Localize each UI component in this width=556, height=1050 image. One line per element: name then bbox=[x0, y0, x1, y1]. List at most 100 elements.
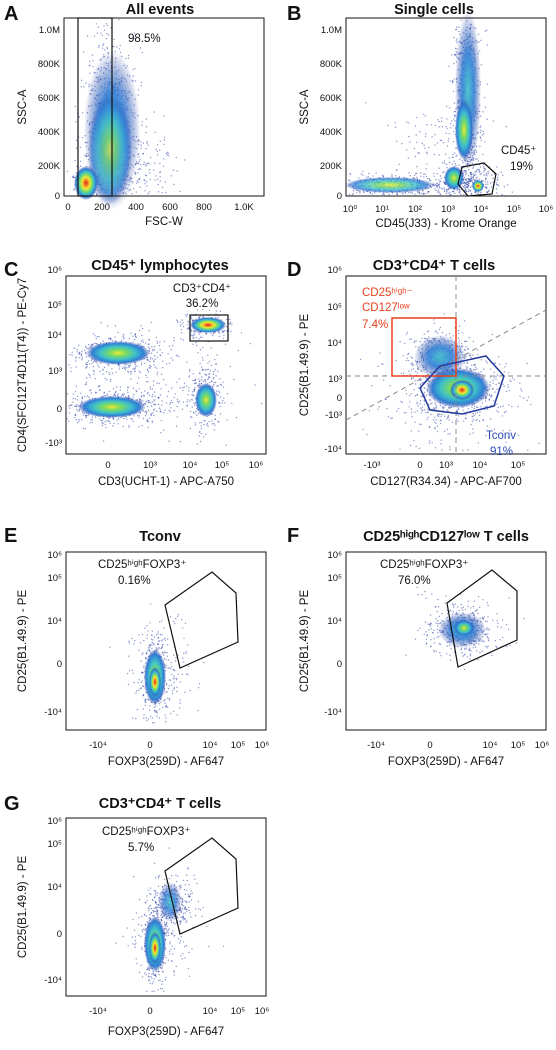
event-dot bbox=[445, 126, 447, 128]
event-dot bbox=[214, 414, 216, 416]
event-dot bbox=[451, 163, 453, 165]
event-dot bbox=[421, 142, 423, 145]
event-dot bbox=[436, 183, 438, 185]
event-dot bbox=[415, 370, 417, 373]
event-dot bbox=[103, 391, 106, 394]
event-dot bbox=[204, 380, 206, 382]
event-dot bbox=[177, 321, 179, 324]
event-dot bbox=[200, 366, 203, 368]
event-dot bbox=[86, 35, 89, 37]
event-dot bbox=[479, 411, 481, 413]
event-dot bbox=[113, 422, 115, 425]
event-dot bbox=[481, 402, 484, 404]
event-dot bbox=[473, 369, 475, 371]
event-dot bbox=[122, 425, 125, 428]
event-dot bbox=[149, 386, 151, 388]
event-dot bbox=[484, 30, 487, 32]
event-dot bbox=[71, 351, 73, 353]
event-dot bbox=[224, 343, 227, 345]
event-dot bbox=[456, 38, 458, 40]
event-dot bbox=[414, 125, 417, 127]
event-dot bbox=[74, 391, 77, 393]
event-dot bbox=[430, 124, 433, 126]
event-dot bbox=[152, 348, 154, 350]
event-dot bbox=[136, 365, 138, 367]
event-dot bbox=[186, 399, 189, 401]
event-dot bbox=[217, 370, 219, 372]
event-dot bbox=[469, 353, 471, 355]
event-dot bbox=[81, 400, 83, 402]
event-dot bbox=[450, 127, 452, 129]
event-dot bbox=[465, 186, 467, 188]
event-dot bbox=[154, 179, 156, 181]
event-dot bbox=[426, 123, 428, 126]
event-dot bbox=[199, 315, 201, 318]
event-dot bbox=[138, 388, 140, 390]
event-dot bbox=[161, 404, 163, 406]
event-dot bbox=[188, 370, 191, 372]
event-dot bbox=[457, 420, 459, 422]
event-dot bbox=[443, 313, 445, 315]
event-dot bbox=[454, 152, 456, 154]
event-dot bbox=[223, 334, 225, 336]
event-dot bbox=[136, 182, 138, 184]
event-dot bbox=[152, 384, 155, 386]
event-dot bbox=[92, 343, 94, 345]
event-dot bbox=[200, 427, 203, 430]
event-dot bbox=[208, 373, 210, 375]
event-dot bbox=[424, 173, 426, 175]
event-dot bbox=[147, 409, 150, 411]
event-dot bbox=[442, 188, 444, 190]
event-dot bbox=[103, 395, 105, 397]
event-dot bbox=[480, 139, 482, 141]
event-dot bbox=[425, 132, 427, 135]
event-dot bbox=[359, 191, 361, 193]
event-dot bbox=[423, 387, 425, 389]
event-dot bbox=[179, 440, 182, 443]
event-dot bbox=[486, 191, 489, 193]
event-dot bbox=[159, 162, 161, 165]
event-dot bbox=[445, 132, 447, 134]
event-dot bbox=[150, 321, 152, 324]
event-dot bbox=[196, 414, 198, 416]
event-dot bbox=[139, 159, 141, 161]
event-dot bbox=[445, 334, 447, 336]
event-dot bbox=[476, 406, 479, 408]
event-dot bbox=[109, 422, 111, 424]
event-dot bbox=[489, 376, 492, 378]
y-tick-label: 200K bbox=[38, 161, 61, 172]
event-dot bbox=[117, 331, 119, 334]
event-dot bbox=[469, 189, 472, 192]
event-dot bbox=[112, 425, 114, 427]
event-dot bbox=[502, 383, 504, 385]
event-dot bbox=[140, 147, 142, 149]
event-dot bbox=[138, 177, 141, 180]
event-dot bbox=[163, 136, 166, 139]
event-dot bbox=[182, 387, 184, 389]
event-dot bbox=[464, 184, 466, 187]
event-dot bbox=[485, 360, 487, 362]
event-dot bbox=[499, 406, 502, 408]
event-dot bbox=[473, 179, 475, 181]
event-dot bbox=[198, 383, 201, 385]
event-dot bbox=[471, 420, 473, 423]
event-dot bbox=[405, 149, 408, 151]
event-dot bbox=[106, 47, 109, 50]
event-dot bbox=[73, 347, 76, 349]
event-dot bbox=[369, 192, 371, 194]
event-dot bbox=[108, 390, 111, 393]
event-dot bbox=[150, 412, 153, 415]
event-dot bbox=[216, 354, 218, 356]
event-dot bbox=[119, 366, 121, 368]
event-dot bbox=[468, 336, 470, 339]
event-dot bbox=[105, 394, 107, 397]
event-dot bbox=[468, 188, 470, 191]
event-dot bbox=[214, 358, 216, 361]
event-dot bbox=[466, 361, 468, 363]
event-dot bbox=[107, 364, 110, 367]
event-dot bbox=[140, 392, 143, 394]
event-dot bbox=[82, 51, 85, 53]
event-dot bbox=[142, 339, 144, 341]
event-dot bbox=[160, 373, 163, 375]
event-dot bbox=[173, 183, 175, 186]
